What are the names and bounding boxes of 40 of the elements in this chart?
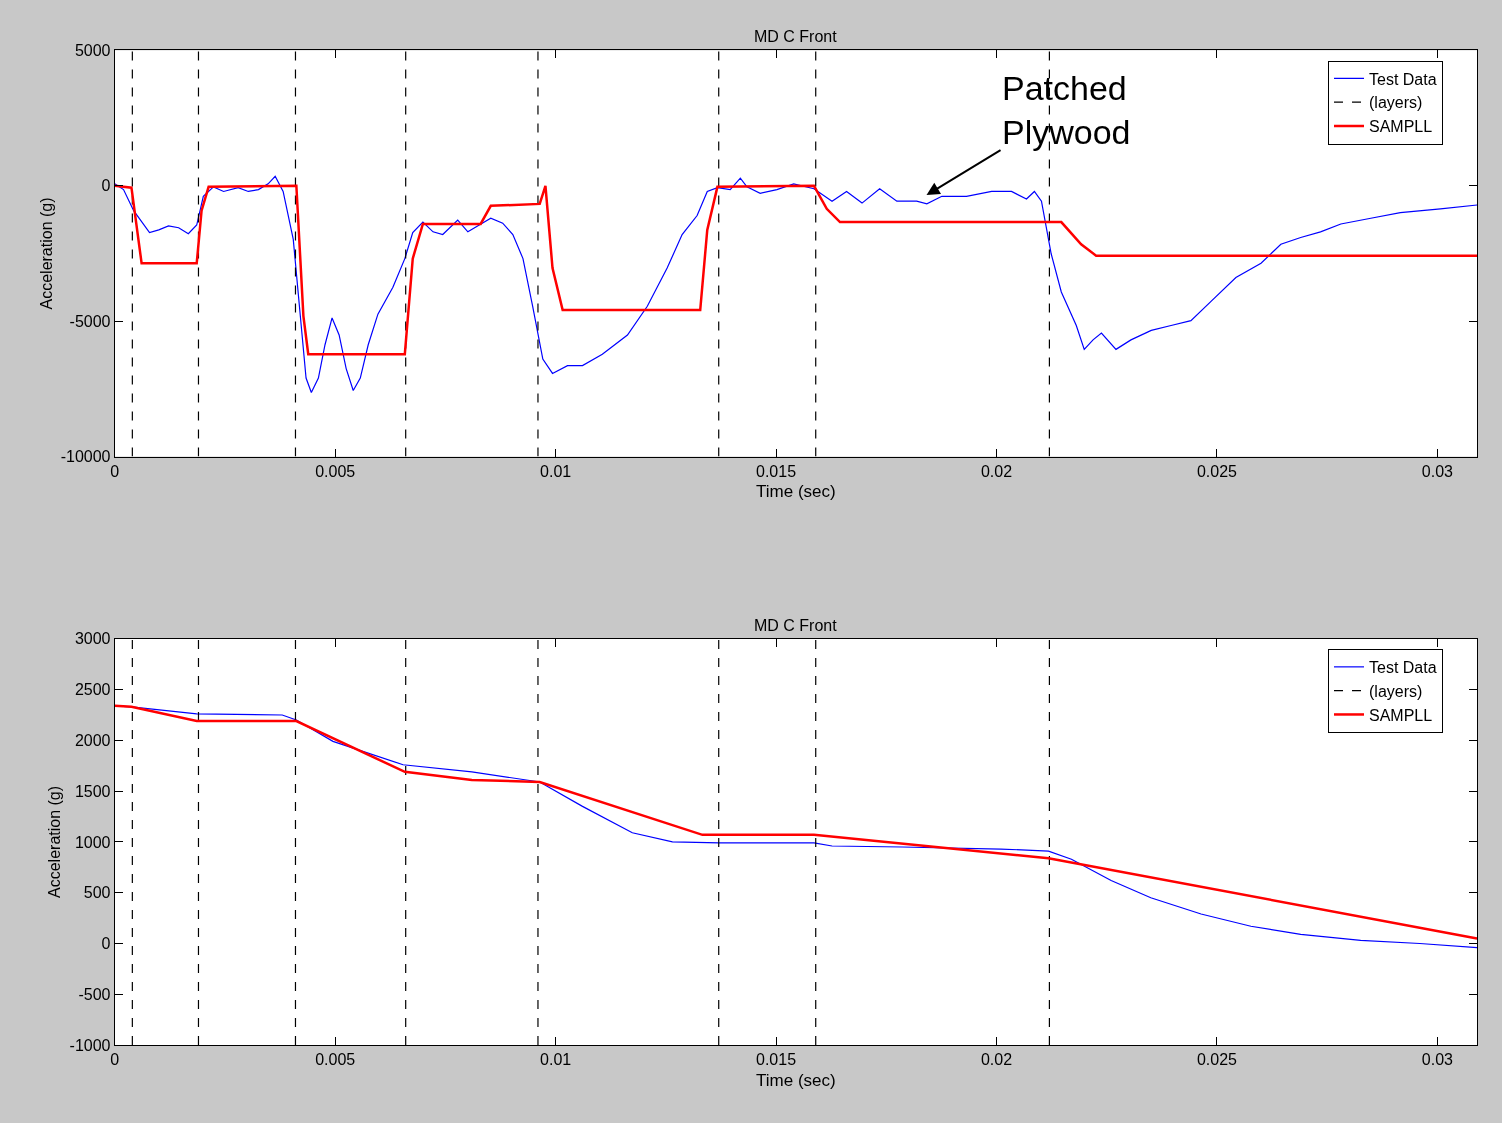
x-tick-label: 0.005 <box>315 1051 356 1069</box>
x-tick-label: 0.02 <box>980 1051 1013 1069</box>
annotation: Patched Plywood <box>1002 69 1131 152</box>
legend-label: SAMPLL <box>1369 118 1433 136</box>
line-series <box>114 175 1478 394</box>
x-axis-title: Time (sec) <box>756 482 836 502</box>
x-tick-label: 0.01 <box>540 462 572 480</box>
y-tick-label: 0 <box>101 935 111 953</box>
legend-label: (layers) <box>1369 94 1423 112</box>
legend-label: Test Data <box>1369 70 1437 88</box>
x-tick-label: 0.02 <box>980 462 1013 480</box>
x-tick-label: 0.005 <box>315 462 356 480</box>
y-tick-label: 2000 <box>74 731 111 749</box>
chart-title: MD C Front <box>754 617 838 634</box>
legend-label: Test Data <box>1369 659 1437 677</box>
x-tick-label: 0.015 <box>756 462 797 480</box>
x-axis-title: Time (sec) <box>756 1070 836 1090</box>
y-tick-label: 1500 <box>74 782 111 800</box>
y-tick-label: 0 <box>101 177 111 195</box>
y-axis-title: Acceleration (g) <box>37 197 55 310</box>
x-tick-label: 0.025 <box>1196 462 1238 480</box>
x-tick-label: 0.025 <box>1196 1051 1238 1069</box>
x-tick-label: 0.03 <box>1421 462 1454 480</box>
x-tick-label: 0.015 <box>756 1051 797 1069</box>
legend-label: SAMPLL <box>1369 706 1433 724</box>
y-tick-label: -500 <box>78 985 111 1003</box>
y-axis-title: Acceleration (g) <box>46 785 64 898</box>
chart-title: MD C Front <box>754 28 838 45</box>
x-tick-label: 0.03 <box>1421 1051 1454 1069</box>
y-tick-label: -10000 <box>60 448 111 466</box>
legend-label: (layers) <box>1369 682 1423 700</box>
line-series <box>114 184 1478 356</box>
y-tick-label: -1000 <box>69 1036 111 1054</box>
y-tick-label: 2500 <box>74 681 111 699</box>
y-tick-label: 500 <box>83 884 111 902</box>
x-tick-label: 0.01 <box>540 1051 572 1069</box>
y-tick-label: 5000 <box>74 41 111 59</box>
y-tick-label: 1000 <box>74 833 111 851</box>
y-tick-label: -5000 <box>69 312 111 330</box>
y-tick-label: 3000 <box>74 630 111 648</box>
